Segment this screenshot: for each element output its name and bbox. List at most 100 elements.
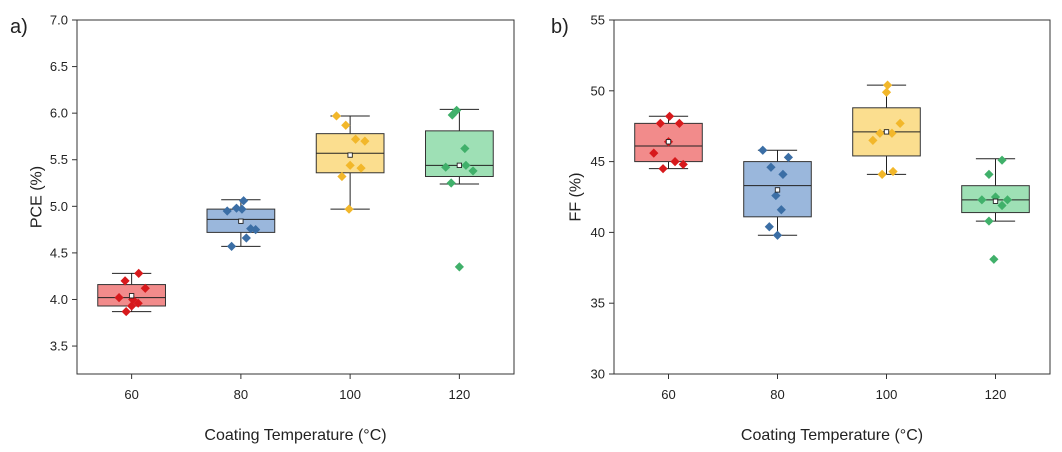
data-point	[237, 204, 247, 214]
y-tick-label: 3.5	[50, 339, 68, 354]
data-point	[337, 171, 347, 182]
data-point	[241, 233, 251, 243]
x-tick-label: 100	[876, 387, 898, 402]
data-point	[758, 145, 768, 155]
box-group-100	[852, 80, 921, 179]
panel-label-b: b)	[551, 16, 569, 38]
data-point	[984, 169, 994, 179]
data-point	[674, 118, 684, 128]
data-point	[877, 169, 887, 179]
boxes-pce	[97, 105, 494, 317]
boxes-ff	[634, 80, 1030, 264]
y-axis-title-pce: PCE (%)	[29, 166, 46, 228]
x-tick-label: 100	[339, 387, 361, 402]
mean-marker	[992, 198, 999, 204]
mean-marker	[128, 293, 135, 299]
y-tick-label: 5.0	[50, 199, 68, 214]
data-point	[881, 87, 892, 97]
x-axis-ff: 60 80 100 120	[661, 374, 1006, 402]
data-point	[226, 241, 237, 251]
data-point	[114, 293, 124, 303]
data-point	[771, 190, 781, 201]
data-point	[331, 111, 342, 121]
x-axis-title-ff: Coating Temperature (°C)	[741, 427, 923, 444]
data-point	[997, 155, 1007, 165]
mean-marker	[883, 129, 890, 135]
data-point	[764, 222, 774, 232]
data-point	[251, 225, 261, 235]
data-point	[888, 166, 898, 177]
y-axis-ff: 30 35 40 45 50 55	[591, 13, 614, 382]
box-group-100	[315, 111, 385, 214]
y-tick-label: 6.5	[50, 59, 68, 74]
mean-marker	[774, 187, 781, 193]
data-point	[345, 160, 355, 170]
data-point	[984, 216, 994, 226]
x-tick-label: 60	[124, 387, 138, 402]
data-point	[649, 148, 659, 158]
data-point	[468, 166, 478, 176]
y-tick-label: 30	[591, 367, 605, 382]
mean-marker	[347, 152, 353, 158]
data-point	[344, 204, 354, 214]
x-tick-label: 120	[449, 387, 471, 402]
data-point	[127, 301, 137, 311]
y-tick-label: 5.5	[50, 152, 68, 167]
y-tick-label: 35	[591, 296, 605, 311]
data-point	[350, 134, 361, 144]
mean-marker	[238, 218, 244, 224]
data-point	[778, 169, 788, 179]
data-point	[658, 164, 668, 174]
plot-frame-ff	[613, 19, 1051, 375]
y-tick-label: 45	[591, 154, 605, 169]
box-group-60	[634, 111, 703, 174]
data-point	[239, 196, 249, 206]
data-point	[356, 163, 366, 173]
data-point	[454, 262, 464, 272]
x-axis-pce: 60 80 100 120	[124, 374, 470, 402]
plot-frame-pce	[76, 19, 515, 375]
data-point	[664, 111, 675, 121]
y-tick-label: 6.0	[50, 106, 68, 121]
data-point	[446, 178, 456, 188]
data-point	[461, 160, 471, 170]
box-group-80	[743, 145, 812, 240]
y-tick-label: 40	[591, 225, 605, 240]
box	[425, 130, 494, 178]
data-point	[670, 157, 680, 167]
data-point	[882, 80, 893, 90]
panel-ff: b) 30 35 40 45 50 55 60 80 100 120 FF (%) Coatin…	[551, 13, 1051, 444]
data-point	[868, 135, 878, 145]
data-point	[222, 206, 232, 216]
panel-pce: a) 3.5 4.0 4.5 5.0 5.5 6.0 6.5 7.0 60 80 100 120 P…	[10, 13, 515, 444]
data-point	[678, 159, 688, 170]
panel-label-a: a)	[10, 16, 28, 38]
y-tick-label: 55	[591, 13, 605, 28]
data-point	[441, 162, 451, 172]
box-group-80	[206, 196, 276, 251]
x-tick-label: 80	[770, 387, 784, 402]
data-point	[341, 120, 351, 130]
data-point	[360, 136, 370, 146]
data-point	[121, 306, 131, 317]
data-point	[783, 152, 793, 162]
data-point	[460, 143, 470, 154]
data-point	[977, 195, 987, 205]
mean-marker	[456, 162, 463, 168]
data-point	[772, 230, 783, 240]
x-tick-label: 120	[985, 387, 1007, 402]
data-point	[776, 205, 786, 215]
y-axis-title-ff: FF (%)	[568, 173, 585, 222]
box-group-120	[961, 155, 1030, 264]
mean-marker	[665, 139, 672, 145]
data-point	[133, 298, 143, 308]
data-point	[895, 118, 905, 128]
x-tick-label: 60	[661, 387, 675, 402]
y-tick-label: 4.5	[50, 245, 68, 260]
data-point	[766, 162, 776, 172]
y-axis-pce: 3.5 4.0 4.5 5.0 5.5 6.0 6.5 7.0	[50, 13, 77, 354]
data-point	[887, 128, 897, 138]
y-tick-label: 7.0	[50, 13, 68, 28]
